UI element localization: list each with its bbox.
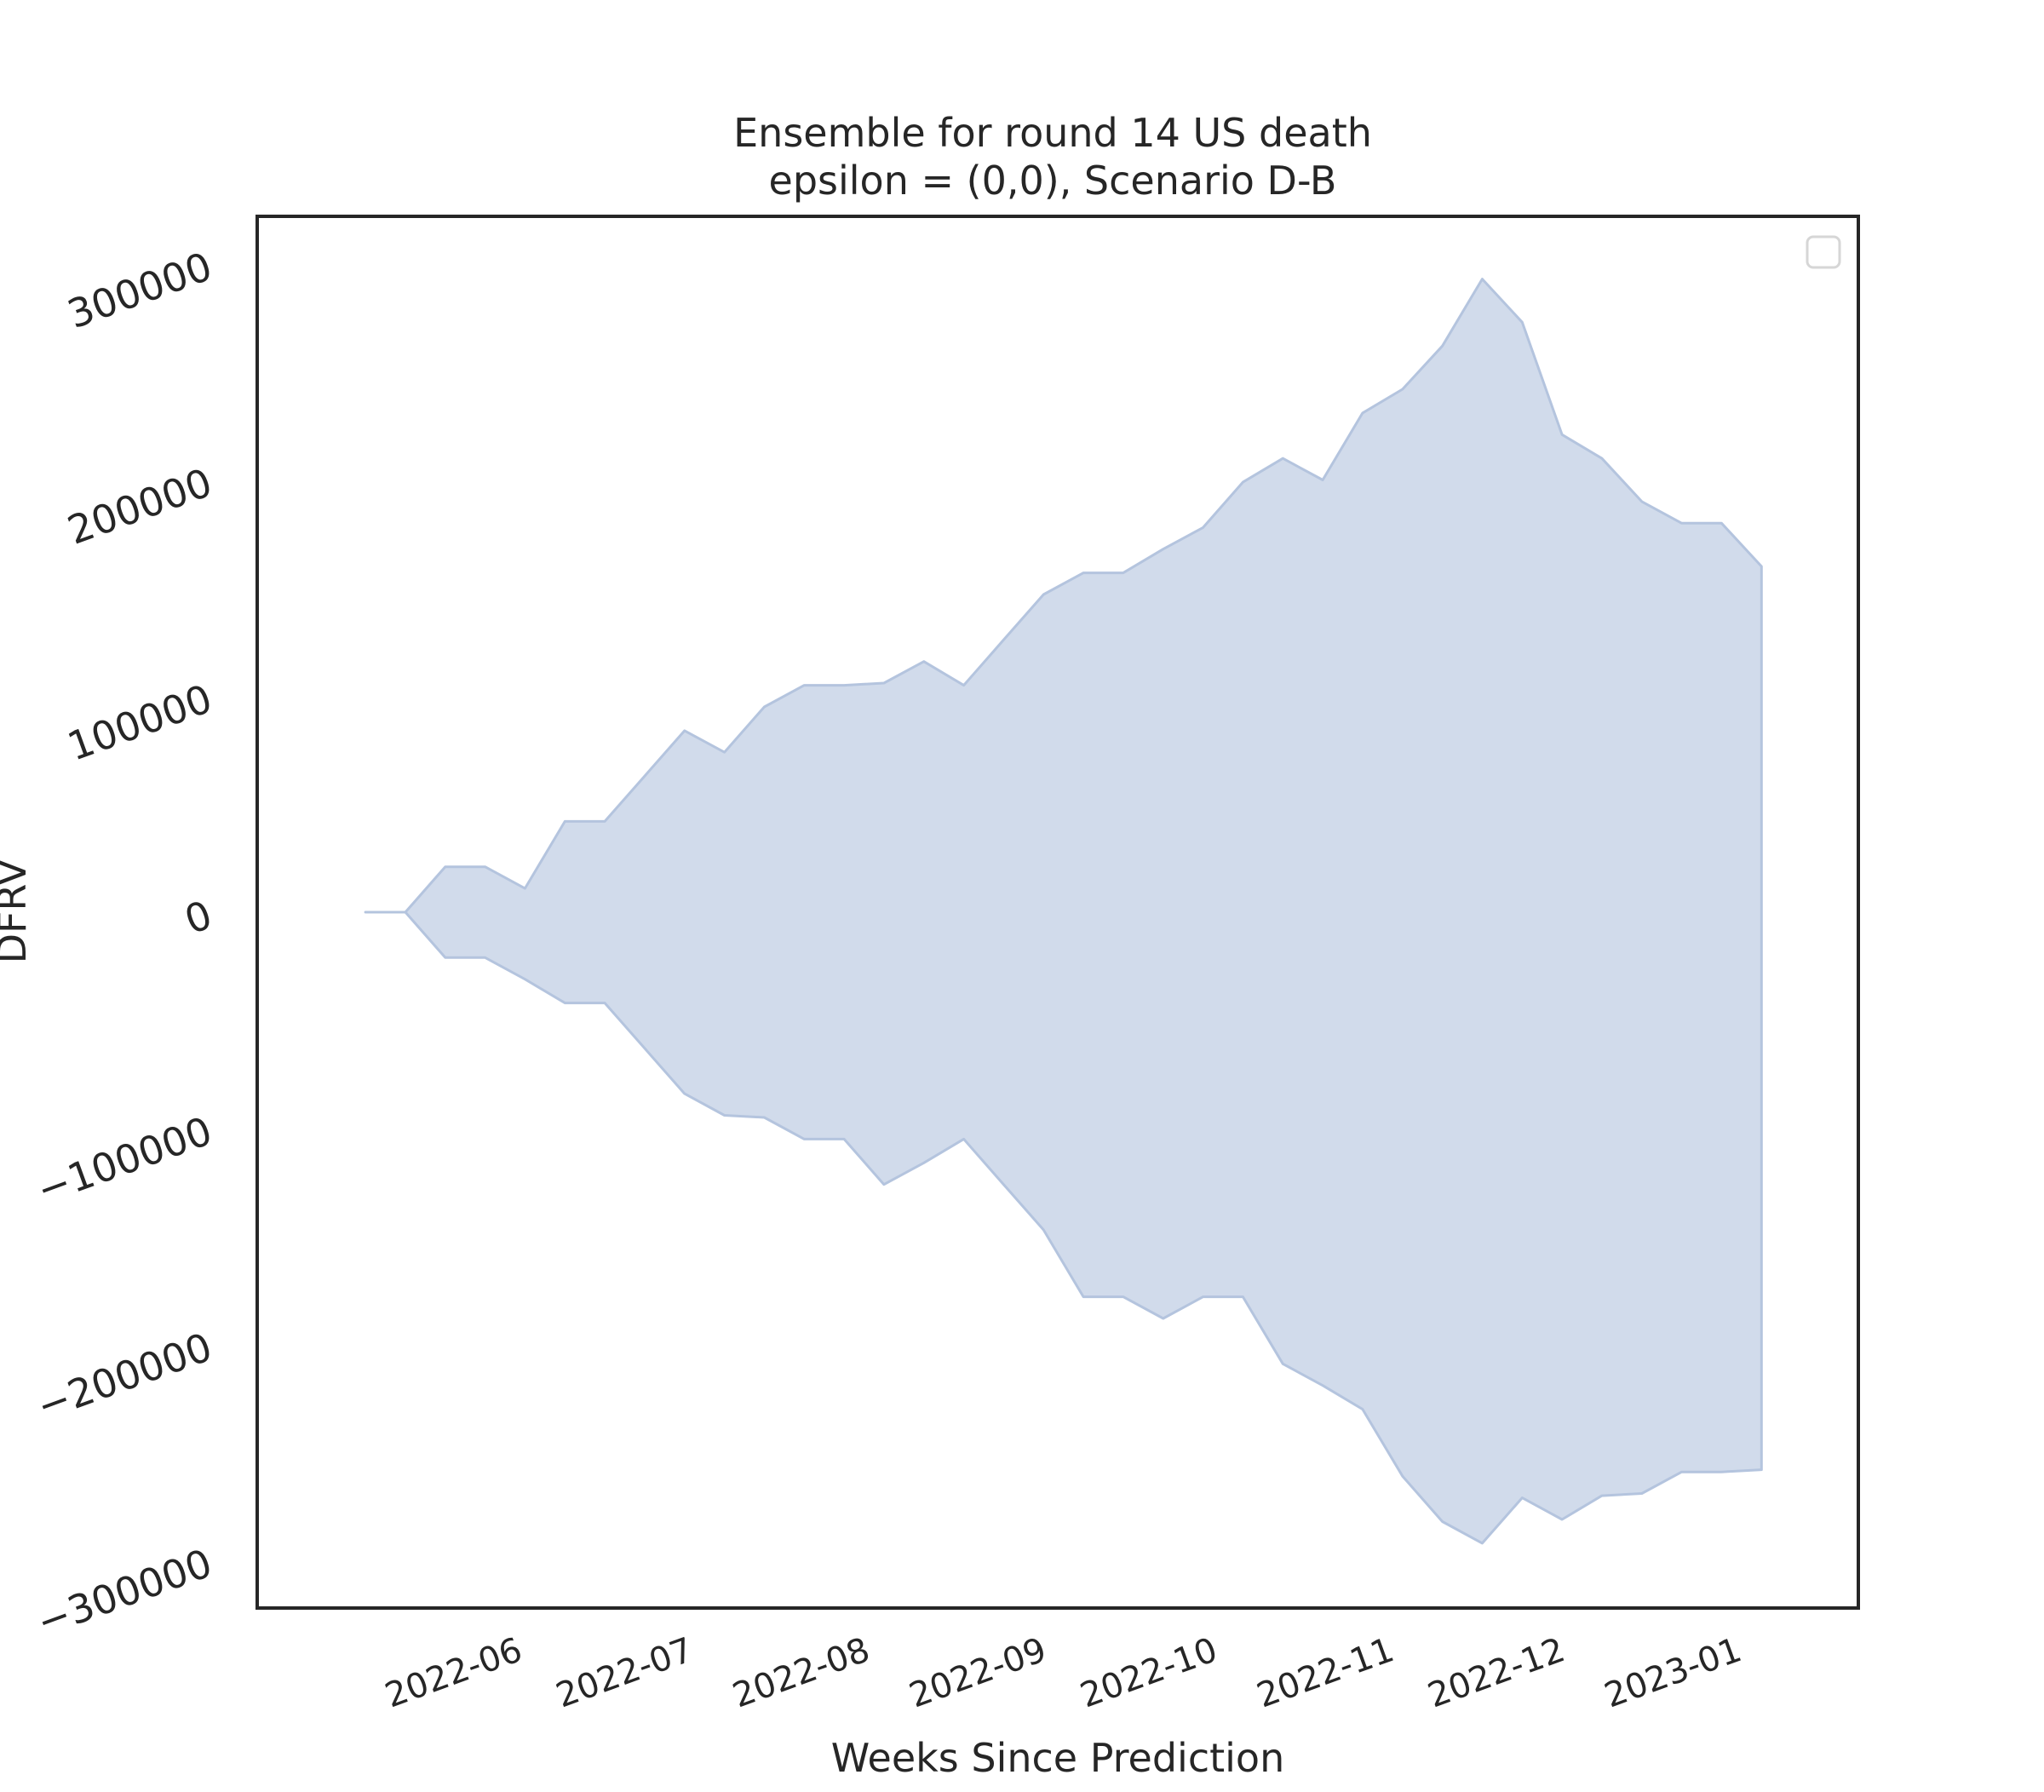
x-tick-label: 2022-08 [727, 1630, 875, 1715]
y-tick-label: −200000 [31, 1324, 218, 1429]
y-tick-label: 300000 [61, 243, 217, 337]
ensemble-band [364, 278, 1763, 1545]
chart-subtitle: epsilon = (0,0), Scenario D-B [769, 158, 1337, 204]
y-tick-label: 0 [179, 892, 218, 944]
x-tick-label: 2022-10 [1076, 1630, 1223, 1715]
x-tick-label: 2022-12 [1423, 1630, 1570, 1715]
x-tick-label: 2022-07 [551, 1630, 698, 1715]
plot-area [364, 278, 1763, 1545]
legend-box [1806, 235, 1841, 269]
y-tick-label: −300000 [31, 1540, 218, 1646]
chart-title: Ensemble for round 14 US death [733, 110, 1372, 156]
y-tick-label: 200000 [61, 459, 217, 554]
x-tick-label: 2022-11 [1252, 1630, 1399, 1715]
x-tick-label: 2022-06 [380, 1630, 527, 1715]
y-axis-label: DFRV [0, 859, 35, 963]
x-axis-ticks: 2022-06 2022-07 2022-08 2022-09 2022-10 2022-… [380, 1630, 1746, 1715]
y-tick-label: −100000 [31, 1107, 218, 1213]
y-axis-ticks: −300000 −200000 −100000 0 100000 200000 300000 [31, 243, 218, 1645]
x-axis-label: Weeks Since Prediction [831, 1735, 1284, 1781]
plot-frame [256, 215, 1860, 1610]
x-tick-label: 2023-01 [1599, 1630, 1747, 1715]
y-tick-label: 100000 [61, 675, 217, 770]
x-tick-label: 2022-09 [904, 1630, 1052, 1715]
